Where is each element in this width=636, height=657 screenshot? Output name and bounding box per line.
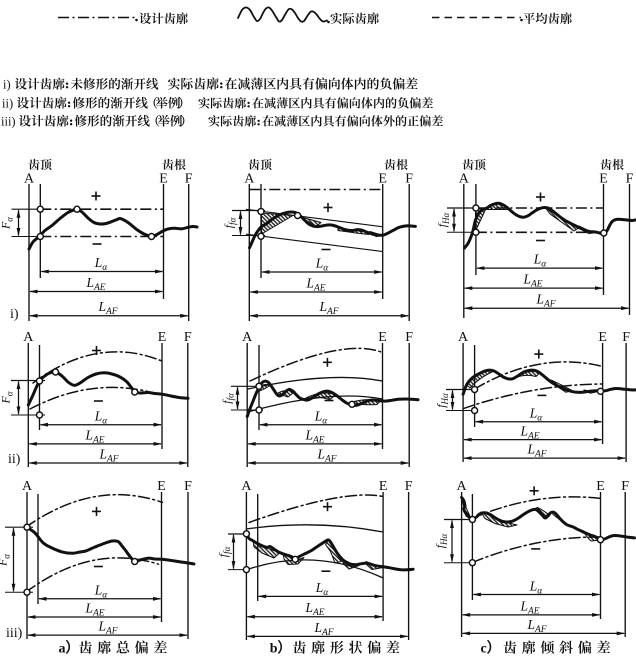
svg-text:Fα: Fα bbox=[0, 391, 15, 404]
svg-text:LAF: LAF bbox=[97, 299, 117, 317]
svg-text:LAE: LAE bbox=[304, 600, 324, 618]
svg-text:c）: c） bbox=[481, 641, 501, 657]
svg-text:F: F bbox=[622, 330, 630, 345]
svg-text:F: F bbox=[405, 479, 413, 494]
svg-text:E: E bbox=[599, 172, 608, 187]
svg-text:ffα: ffα bbox=[216, 546, 232, 557]
svg-text:A: A bbox=[241, 479, 252, 494]
svg-text:LAE: LAE bbox=[522, 272, 542, 290]
svg-text:F: F bbox=[405, 172, 413, 187]
svg-text:LAF: LAF bbox=[318, 299, 338, 317]
svg-text:ffα: ffα bbox=[222, 217, 238, 228]
svg-text:LAF: LAF bbox=[313, 620, 333, 638]
svg-text:a）: a） bbox=[59, 641, 80, 657]
svg-text:A: A bbox=[22, 479, 33, 494]
svg-text:LAF: LAF bbox=[316, 447, 336, 465]
svg-text:F: F bbox=[621, 479, 629, 494]
svg-text:LAF: LAF bbox=[526, 442, 546, 460]
svg-text:E: E bbox=[159, 172, 168, 187]
svg-text:Lα: Lα bbox=[314, 409, 329, 427]
svg-text:fHα: fHα bbox=[434, 393, 450, 408]
svg-text:A: A bbox=[244, 172, 255, 187]
svg-text:Lα: Lα bbox=[94, 255, 109, 273]
svg-text:A: A bbox=[242, 330, 253, 345]
svg-text:Fα: Fα bbox=[0, 217, 15, 230]
svg-text:E: E bbox=[157, 479, 166, 494]
svg-text:ii): ii) bbox=[2, 97, 13, 111]
svg-text:F: F bbox=[626, 172, 634, 187]
svg-text:Lα: Lα bbox=[533, 252, 548, 270]
svg-text:A: A bbox=[457, 479, 468, 494]
svg-text:A: A bbox=[458, 330, 469, 345]
svg-text:E: E bbox=[378, 172, 387, 187]
svg-text:i): i) bbox=[10, 307, 19, 322]
svg-text:Lα: Lα bbox=[315, 256, 330, 274]
svg-text:E: E bbox=[378, 330, 387, 345]
svg-text:iii): iii) bbox=[6, 626, 23, 641]
svg-text:iii): iii) bbox=[1, 115, 16, 129]
svg-text:LAE: LAE bbox=[519, 598, 539, 616]
svg-text:LAE: LAE bbox=[85, 275, 105, 293]
svg-text:fHα: fHα bbox=[433, 533, 449, 548]
svg-text:Lα: Lα bbox=[94, 409, 109, 427]
svg-text:ffα: ffα bbox=[220, 393, 236, 404]
svg-text:F: F bbox=[185, 172, 193, 187]
svg-text:LAE: LAE bbox=[519, 424, 539, 442]
svg-text:LAE: LAE bbox=[305, 276, 325, 294]
svg-text:F: F bbox=[184, 479, 192, 494]
svg-text:F: F bbox=[405, 330, 413, 345]
svg-text:ii): ii) bbox=[8, 452, 21, 467]
svg-text:E: E bbox=[379, 479, 388, 494]
svg-text:LAF: LAF bbox=[535, 292, 555, 310]
svg-text:E: E bbox=[596, 479, 605, 494]
svg-text:Lα: Lα bbox=[529, 578, 544, 596]
svg-text:LAF: LAF bbox=[98, 447, 118, 465]
svg-text:LAE: LAE bbox=[84, 428, 104, 446]
svg-text:A: A bbox=[24, 172, 35, 187]
svg-text:i): i) bbox=[3, 78, 11, 92]
svg-text:E: E bbox=[598, 330, 607, 345]
svg-text:Lα: Lα bbox=[529, 406, 544, 424]
svg-text:LAE: LAE bbox=[304, 428, 324, 446]
svg-text:Fα: Fα bbox=[0, 554, 12, 567]
svg-text:b）: b） bbox=[270, 641, 292, 657]
svg-text:E: E bbox=[158, 330, 167, 345]
svg-text:LAF: LAF bbox=[97, 619, 117, 637]
svg-text:LAE: LAE bbox=[84, 601, 104, 619]
svg-text:fHα: fHα bbox=[435, 212, 451, 227]
svg-text:Lα: Lα bbox=[94, 583, 109, 601]
svg-text:Lα: Lα bbox=[315, 580, 330, 598]
svg-text:A: A bbox=[23, 330, 34, 345]
svg-text:A: A bbox=[459, 172, 470, 187]
svg-text:LAF: LAF bbox=[526, 617, 546, 635]
svg-text:F: F bbox=[184, 330, 192, 345]
